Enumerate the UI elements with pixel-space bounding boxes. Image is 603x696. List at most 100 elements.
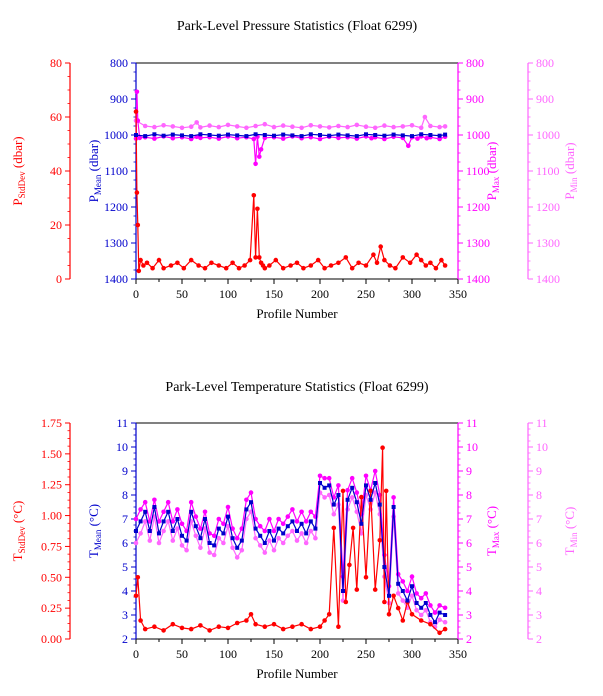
pressure-std-point (363, 263, 369, 268)
temperature-max-tick-label: 6 (466, 536, 472, 550)
temperature-std-point (207, 628, 212, 633)
pressure-std-point (181, 265, 187, 271)
pressure-std-point (136, 268, 142, 274)
pressure-max-point (336, 135, 341, 141)
temperature-min-point (230, 545, 235, 551)
pressure-mean-tick-label: 800 (110, 56, 128, 70)
temperature-max-tick-label: 4 (466, 584, 472, 598)
temperature-mean-axis-label-unit: (°C) (86, 504, 101, 530)
pressure-mean-point (354, 134, 359, 139)
pressure-mean-point (373, 133, 378, 137)
temperature-max-point (175, 507, 180, 512)
pressure-min-point (372, 125, 378, 131)
temperature-mean-tick-label: 2 (122, 632, 128, 646)
temperature-max-axis-label: TMax (°C) (484, 506, 501, 556)
temperature-min-tick-label: 4 (536, 584, 542, 598)
pressure-min-point (354, 122, 360, 128)
temperature-std-point (382, 599, 387, 605)
pressure-std-tick-label: 0 (56, 272, 62, 286)
pressure-min-point (326, 125, 332, 130)
temperature-std-tick-label: 0.25 (41, 601, 62, 615)
temperature-min-point (276, 535, 281, 541)
pressure-min-point (409, 123, 415, 128)
pressure-min-point (253, 123, 258, 129)
pressure-std-point (257, 255, 262, 260)
pressure-std-point (133, 109, 139, 114)
temperature-max-point (409, 574, 415, 579)
temperature-min-point (322, 495, 327, 500)
temperature-min-point (239, 547, 245, 553)
pressure-min-point (437, 124, 442, 130)
temperature-std-tick-label: 0.75 (41, 539, 62, 553)
pressure-std-point (175, 260, 180, 266)
pressure-max-tick-label: 1400 (466, 272, 490, 286)
temperature-min-tick-label: 2 (536, 632, 542, 646)
temperature-min-point (161, 528, 166, 534)
temperature-max-point (170, 519, 176, 524)
temperature-min-point (147, 538, 153, 543)
temperature-max-point (285, 514, 291, 519)
pressure-mean-tick-label: 1400 (104, 272, 128, 286)
temperature-mean-point (304, 531, 309, 536)
temperature-min-point (280, 540, 286, 546)
pressure-max-point (152, 136, 157, 141)
pressure-std-point (273, 257, 279, 263)
temperature-mean-point (336, 493, 341, 497)
pressure-std-point (356, 260, 361, 266)
temperature-min-point (184, 547, 189, 553)
temperature-mean-tick-label: 10 (116, 440, 128, 454)
temperature-min-point (285, 533, 291, 539)
pressure-std-point (253, 255, 258, 260)
pressure-max-point (258, 147, 264, 152)
pressure-std-point (393, 265, 398, 271)
pressure-std-tick-label: 40 (50, 164, 62, 178)
temperature-min-point (257, 543, 263, 548)
pressure-mean-axis-label: PMean (dbar) (86, 140, 103, 203)
pressure-x-tick-label: 350 (449, 287, 467, 301)
pressure-min-point (152, 124, 157, 130)
pressure-mean-axis-label-subscript: Mean (93, 174, 103, 195)
temperature-mean-tick-label: 5 (122, 560, 128, 574)
pressure-min-point (400, 124, 406, 129)
pressure-mean-tick-label: 1000 (104, 128, 128, 142)
temperature-max-point (152, 497, 157, 503)
temperature-mean-point (405, 598, 410, 603)
temperature-max-point (354, 490, 360, 495)
pressure-chart: Park-Level Pressure Statistics (Float 62… (10, 19, 579, 321)
temperature-min-axis-label-subscript: Min (569, 532, 579, 548)
temperature-std-point (225, 625, 231, 631)
pressure-min-point (262, 121, 268, 127)
pressure-std-point (442, 263, 448, 268)
temperature-min-tick-label: 10 (536, 440, 548, 454)
pressure-mean-point (299, 134, 304, 139)
pressure-mean-tick-label: 900 (110, 92, 128, 106)
pressure-std-point (414, 252, 419, 257)
pressure-max-point (437, 136, 442, 142)
temperature-mean-point (221, 531, 226, 536)
temperature-mean-point (258, 533, 263, 538)
temperature-mean-point (152, 505, 157, 509)
temperature-min-point (437, 617, 442, 623)
pressure-mean-point (226, 132, 230, 137)
pressure-mean-tick-label: 1100 (104, 164, 128, 178)
pressure-mean-point (318, 133, 322, 137)
temperature-mean-point (253, 526, 258, 531)
temperature-std-point (244, 618, 249, 623)
pressure-std-point (322, 265, 327, 271)
temperature-min-point (211, 552, 217, 558)
pressure-std-point (336, 260, 341, 266)
temperature-mean-point (226, 514, 230, 519)
temperature-mean-axis-label: TMean (°C) (86, 504, 103, 558)
temperature-max-point (221, 521, 226, 527)
pressure-max-point (251, 136, 257, 142)
temperature-std-point (336, 624, 341, 629)
temperature-mean-point (414, 601, 419, 605)
pressure-mean-point (437, 133, 442, 138)
temperature-mean-point (175, 517, 180, 521)
pressure-min-point (290, 124, 295, 129)
temperature-min-point (142, 519, 148, 524)
temperature-mean-point (318, 481, 322, 485)
temperature-max-point (133, 516, 139, 522)
pressure-std-point (230, 260, 235, 266)
